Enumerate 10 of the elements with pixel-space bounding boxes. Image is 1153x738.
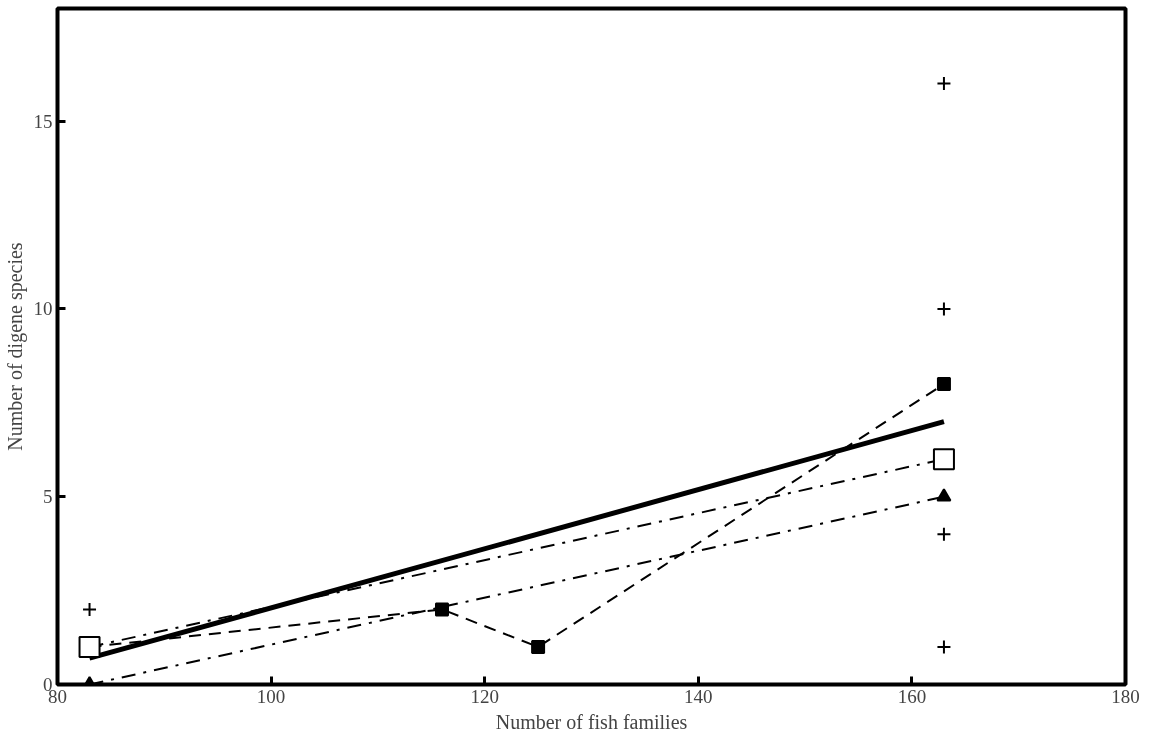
x-tick-label: 100	[256, 685, 286, 707]
x-axis-title: Number of fish families	[495, 710, 688, 733]
x-tick-label: 160	[897, 685, 927, 707]
y-tick-label: 15	[33, 110, 53, 132]
y-tick-label: 5	[43, 486, 53, 508]
x-tick-label: 120	[470, 685, 499, 707]
y-axis-title: Number of digene species	[3, 242, 27, 451]
x-tick-label: 180	[1111, 685, 1140, 707]
y-tick-label: 10	[33, 298, 53, 320]
x-tick-label: 140	[684, 685, 713, 707]
